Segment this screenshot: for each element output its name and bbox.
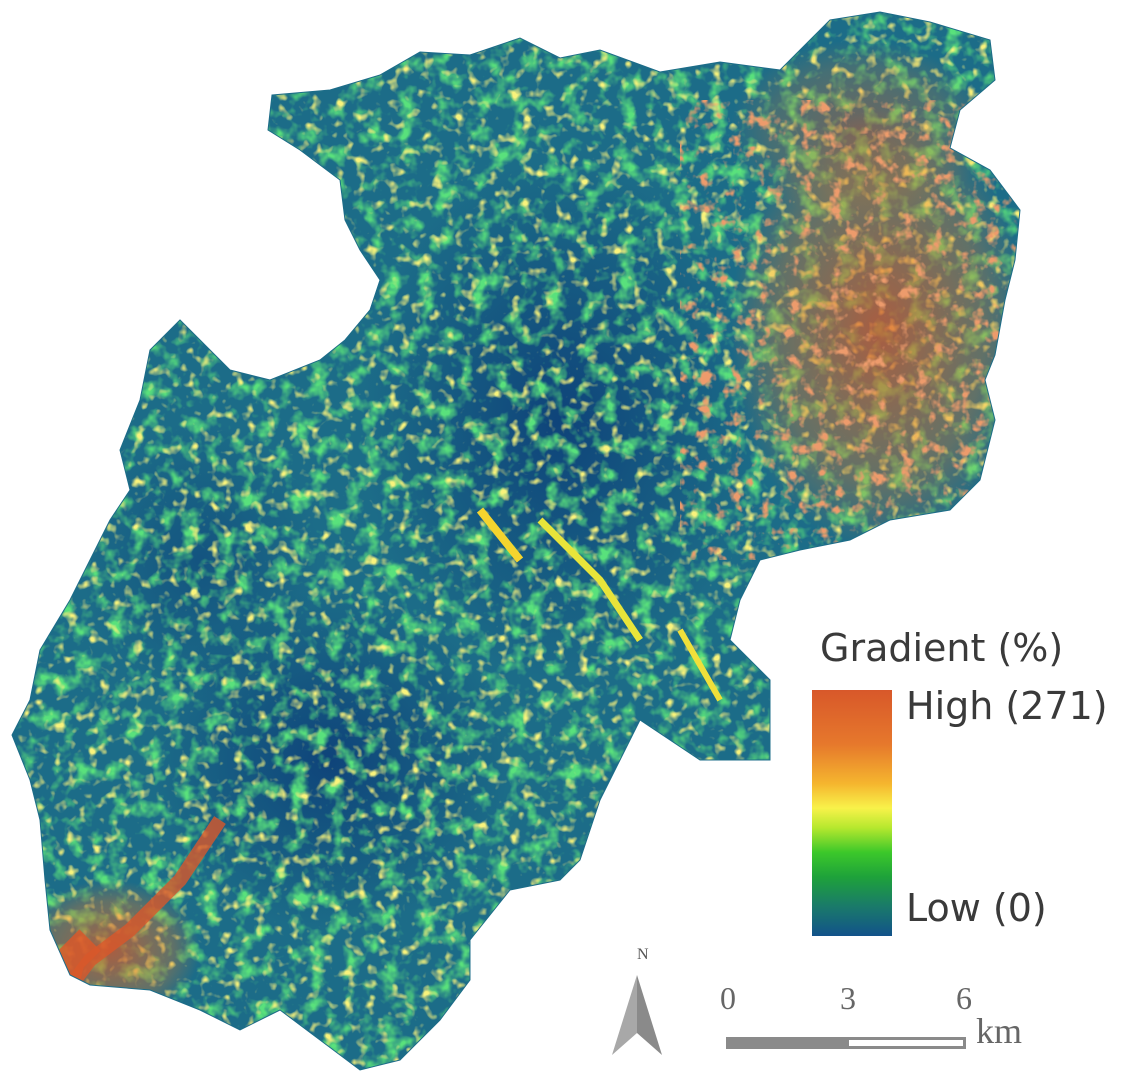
scale-tick-0: 0 [720, 980, 736, 1016]
scale-bar [726, 1037, 966, 1049]
scale-tick-3: 3 [840, 980, 856, 1016]
north-label: N [637, 946, 649, 963]
scale-bar-filled-segment [729, 1040, 849, 1046]
legend-title: Gradient (%) [820, 626, 1064, 670]
scale-tick-6: 6 [956, 980, 972, 1016]
legend-color-ramp [812, 690, 892, 936]
scale-unit: km [976, 1011, 1023, 1051]
legend-low-label: Low (0) [906, 886, 1047, 930]
legend-high-label: High (271) [906, 684, 1108, 728]
north-arrow-icon [612, 975, 662, 1055]
